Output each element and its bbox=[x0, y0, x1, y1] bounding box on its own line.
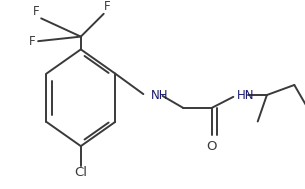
Text: F: F bbox=[103, 0, 110, 13]
Text: O: O bbox=[207, 140, 217, 153]
Text: HN: HN bbox=[236, 88, 254, 101]
Text: Cl: Cl bbox=[74, 166, 87, 179]
Text: NH: NH bbox=[151, 88, 168, 101]
Text: F: F bbox=[33, 5, 40, 18]
Text: F: F bbox=[29, 35, 35, 48]
